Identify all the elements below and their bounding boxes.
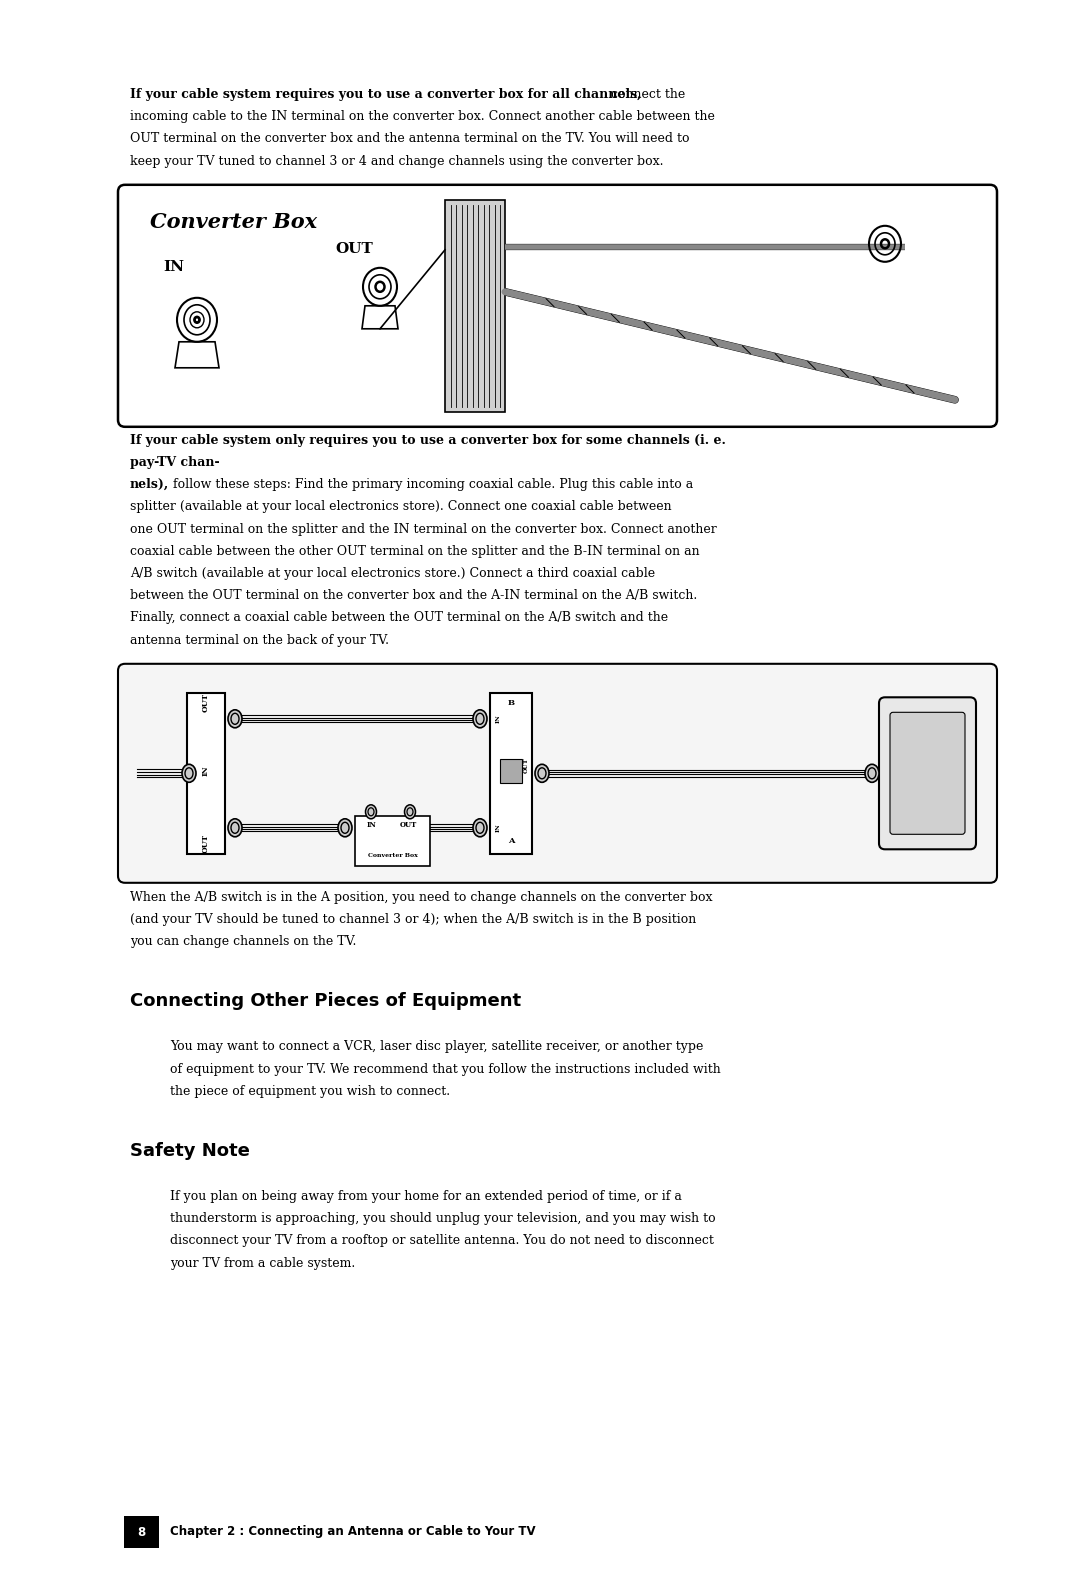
Text: OUT: OUT	[400, 822, 417, 829]
Text: connect the: connect the	[607, 89, 686, 101]
Text: If your cable system only requires you to use a converter box for some channels : If your cable system only requires you t…	[130, 434, 726, 446]
Text: If you plan on being away from your home for an extended period of time, or if a: If you plan on being away from your home…	[170, 1190, 681, 1203]
Text: OUT: OUT	[335, 242, 373, 256]
Ellipse shape	[476, 714, 484, 725]
FancyBboxPatch shape	[118, 185, 997, 427]
Text: OUT: OUT	[202, 693, 210, 712]
Text: thunderstorm is approaching, you should unplug your television, and you may wish: thunderstorm is approaching, you should …	[170, 1213, 716, 1225]
Text: If your cable system requires you to use a converter box for all channels,: If your cable system requires you to use…	[130, 89, 642, 101]
Ellipse shape	[368, 807, 374, 815]
FancyBboxPatch shape	[118, 663, 997, 883]
Text: OUT: OUT	[202, 834, 210, 853]
Ellipse shape	[183, 765, 195, 782]
Ellipse shape	[365, 804, 377, 818]
FancyBboxPatch shape	[879, 697, 976, 850]
Ellipse shape	[405, 804, 416, 818]
Ellipse shape	[231, 714, 239, 725]
Text: Safety Note: Safety Note	[130, 1141, 249, 1160]
Text: the piece of equipment you wish to connect.: the piece of equipment you wish to conne…	[170, 1084, 450, 1097]
Bar	[490, 693, 532, 853]
Ellipse shape	[231, 822, 239, 833]
Ellipse shape	[185, 768, 193, 779]
Text: OUT: OUT	[524, 758, 529, 774]
Text: disconnect your TV from a rooftop or satellite antenna. You do not need to disco: disconnect your TV from a rooftop or sat…	[170, 1235, 714, 1247]
Ellipse shape	[228, 709, 242, 728]
Text: splitter (available at your local electronics store). Connect one coaxial cable : splitter (available at your local electr…	[130, 500, 672, 513]
Text: A: A	[508, 837, 514, 845]
Text: follow these steps: Find the primary incoming coaxial cable. Plug this cable int: follow these steps: Find the primary inc…	[168, 478, 693, 491]
Text: 8: 8	[137, 1526, 146, 1539]
Ellipse shape	[473, 818, 487, 837]
Text: IN: IN	[496, 823, 500, 833]
Text: IN: IN	[202, 765, 210, 776]
Ellipse shape	[535, 765, 549, 782]
Text: keep your TV tuned to channel 3 or 4 and change channels using the converter box: keep your TV tuned to channel 3 or 4 and…	[130, 155, 663, 168]
FancyBboxPatch shape	[890, 712, 966, 834]
Text: B: B	[508, 698, 514, 706]
Text: pay-TV chan-: pay-TV chan-	[130, 456, 219, 469]
Text: Converter Box: Converter Box	[367, 853, 418, 858]
Text: incoming cable to the IN terminal on the converter box. Connect another cable be: incoming cable to the IN terminal on the…	[130, 111, 715, 123]
Text: You may want to connect a VCR, laser disc player, satellite receiver, or another: You may want to connect a VCR, laser dis…	[170, 1040, 703, 1053]
Text: nels),: nels),	[130, 478, 170, 491]
Text: of equipment to your TV. We recommend that you follow the instructions included : of equipment to your TV. We recommend th…	[170, 1062, 720, 1075]
Bar	[124, 1517, 159, 1548]
Text: Chapter 2 : Connecting an Antenna or Cable to Your TV: Chapter 2 : Connecting an Antenna or Cab…	[170, 1526, 536, 1539]
Ellipse shape	[538, 768, 546, 779]
Ellipse shape	[407, 807, 413, 815]
Bar	[500, 760, 522, 784]
Bar	[355, 815, 430, 866]
Ellipse shape	[473, 709, 487, 728]
Text: between the OUT terminal on the converter box and the A-IN terminal on the A/B s: between the OUT terminal on the converte…	[130, 589, 698, 602]
Ellipse shape	[865, 765, 879, 782]
Ellipse shape	[341, 822, 349, 833]
Text: IN: IN	[496, 714, 500, 723]
Text: Converter Box: Converter Box	[150, 212, 318, 231]
Ellipse shape	[338, 818, 352, 837]
Text: Connecting Other Pieces of Equipment: Connecting Other Pieces of Equipment	[130, 993, 522, 1010]
Text: your TV from a cable system.: your TV from a cable system.	[170, 1257, 355, 1270]
Text: When the A/B switch is in the A position, you need to change channels on the con: When the A/B switch is in the A position…	[130, 891, 713, 904]
Bar	[445, 199, 505, 412]
Text: (and your TV should be tuned to channel 3 or 4); when the A/B switch is in the B: (and your TV should be tuned to channel …	[130, 913, 697, 926]
Text: you can change channels on the TV.: you can change channels on the TV.	[130, 936, 356, 948]
Text: OUT terminal on the converter box and the antenna terminal on the TV. You will n: OUT terminal on the converter box and th…	[130, 133, 689, 146]
Ellipse shape	[868, 768, 876, 779]
Bar	[187, 693, 225, 853]
Ellipse shape	[476, 822, 484, 833]
Ellipse shape	[228, 818, 242, 837]
Text: coaxial cable between the other OUT terminal on the splitter and the B-IN termin: coaxial cable between the other OUT term…	[130, 545, 700, 557]
Text: antenna terminal on the back of your TV.: antenna terminal on the back of your TV.	[130, 633, 389, 646]
Text: A/B switch (available at your local electronics store.) Connect a third coaxial : A/B switch (available at your local elec…	[130, 567, 656, 579]
Text: one OUT terminal on the splitter and the IN terminal on the converter box. Conne: one OUT terminal on the splitter and the…	[130, 522, 717, 535]
Text: Finally, connect a coaxial cable between the OUT terminal on the A/B switch and : Finally, connect a coaxial cable between…	[130, 611, 669, 624]
Text: IN: IN	[367, 822, 377, 829]
Text: IN: IN	[163, 260, 184, 274]
